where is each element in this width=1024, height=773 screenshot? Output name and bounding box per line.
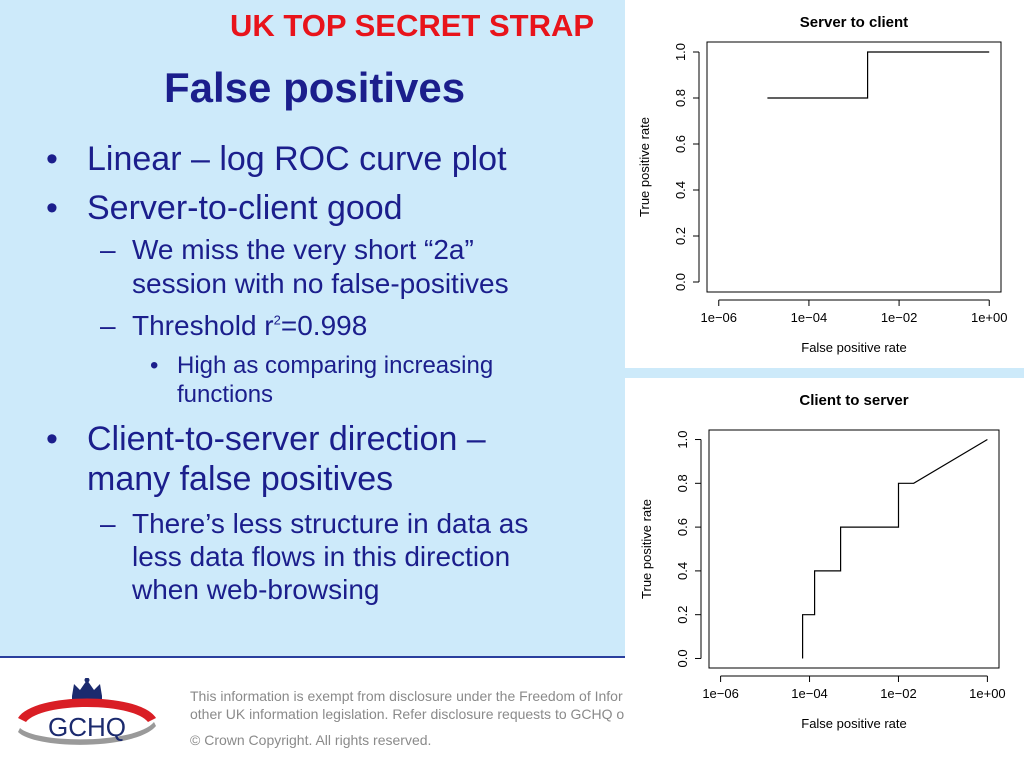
roc-curve-line [802, 438, 988, 659]
bullet-client-to-server-line1: Client-to-server direction – [87, 420, 486, 458]
roc-chart-server-to-client: Server to client 1e−06 1e−04 1e−02 1e+00 0.0 0… [637, 14, 1008, 355]
bullet-roc-plot: Linear – log ROC curve plot [87, 140, 507, 178]
threshold-superscript: 2 [273, 312, 281, 328]
x-tick-label: 1e−04 [791, 686, 828, 701]
y-tick-label: 0.2 [673, 227, 688, 245]
y-tick-label: 0.6 [675, 518, 690, 536]
sub-sub-bullet-line2: functions [177, 381, 274, 408]
sub-sub-bullet-dot: • [150, 352, 159, 379]
y-tick-label: 0.8 [675, 474, 690, 492]
sub-bullet-miss-line2: session with no false-positives [132, 268, 509, 299]
y-tick-label: 1.0 [675, 430, 690, 448]
x-tick-label: 1e−06 [702, 686, 739, 701]
bullet-dot: • [46, 140, 58, 178]
gchq-logo: GCHQ [14, 677, 160, 748]
sub-bullet-dash: – [100, 310, 116, 341]
slide-title: False positives [164, 64, 466, 111]
x-axis-label: False positive rate [801, 716, 907, 731]
plot-frame [708, 429, 1000, 669]
logo-arc-red [18, 698, 156, 722]
sub-bullet-structure-line2: less data flows in this direction [132, 541, 511, 572]
chart-client-to-server-panel: Client to server 1e−06 1e−04 1e−02 1e+00 0.0 0… [625, 378, 1024, 768]
bullet-server-to-client: Server-to-client good [87, 189, 403, 227]
logo-text: GCHQ [48, 712, 126, 742]
bullet-dot: • [46, 420, 58, 458]
roc-curve-line [767, 51, 990, 99]
footer-disclaimer-line1: This information is exempt from disclosu… [190, 688, 623, 704]
y-axis-label: True positive rate [637, 117, 652, 217]
y-tick-label: 0.4 [675, 562, 690, 580]
sub-bullet-threshold: Threshold r2=0.998 [132, 310, 367, 342]
y-tick-label: 0.2 [675, 606, 690, 624]
x-tick-label: 1e−04 [791, 310, 828, 325]
x-tick-label: 1e−02 [881, 310, 918, 325]
sub-bullet-structure-line3: when web-browsing [132, 574, 380, 605]
y-tick-label: 0.8 [673, 89, 688, 107]
threshold-value: =0.998 [280, 310, 368, 341]
footer-copyright: © Crown Copyright. All rights reserved. [190, 732, 432, 748]
chart-server-to-client-panel: Server to client 1e−06 1e−04 1e−02 1e+00 0.0 0… [625, 0, 1024, 368]
footer-disclaimer-line2: other UK information legislation. Refer … [190, 706, 625, 722]
plot-frame [706, 41, 1002, 293]
bullet-dot: • [46, 189, 58, 227]
sub-bullet-dash: – [100, 234, 116, 265]
sub-sub-bullet-line1: High as comparing increasing [177, 352, 494, 379]
y-tick-label: 0.0 [675, 649, 690, 667]
sub-bullet-structure-line1: There’s less structure in data as [132, 508, 529, 539]
x-axis-label: False positive rate [801, 340, 907, 355]
threshold-label: Threshold r [132, 310, 274, 341]
sub-bullet-miss-line1: We miss the very short “2a” [132, 234, 474, 265]
y-tick-label: 0.0 [673, 273, 688, 291]
chart-title: Server to client [800, 14, 908, 31]
chart-title: Client to server [799, 392, 908, 409]
footer-divider [0, 656, 625, 658]
y-tick-label: 0.6 [673, 135, 688, 153]
logo-arc-grey [18, 722, 156, 745]
x-tick-label: 1e−06 [701, 310, 738, 325]
roc-chart-client-to-server: Client to server 1e−06 1e−04 1e−02 1e+00 0.0 0… [639, 392, 1006, 731]
classification-banner: UK TOP SECRET STRAP [230, 8, 595, 43]
x-tick-label: 1e+00 [971, 310, 1008, 325]
x-tick-label: 1e+00 [969, 686, 1006, 701]
sub-bullet-dash: – [100, 508, 116, 539]
y-tick-label: 0.4 [673, 181, 688, 199]
x-tick-label: 1e−02 [880, 686, 917, 701]
crown-icon [72, 677, 102, 702]
bullet-client-to-server-line2: many false positives [87, 460, 394, 498]
y-tick-label: 1.0 [673, 43, 688, 61]
y-axis-label: True positive rate [639, 499, 654, 599]
